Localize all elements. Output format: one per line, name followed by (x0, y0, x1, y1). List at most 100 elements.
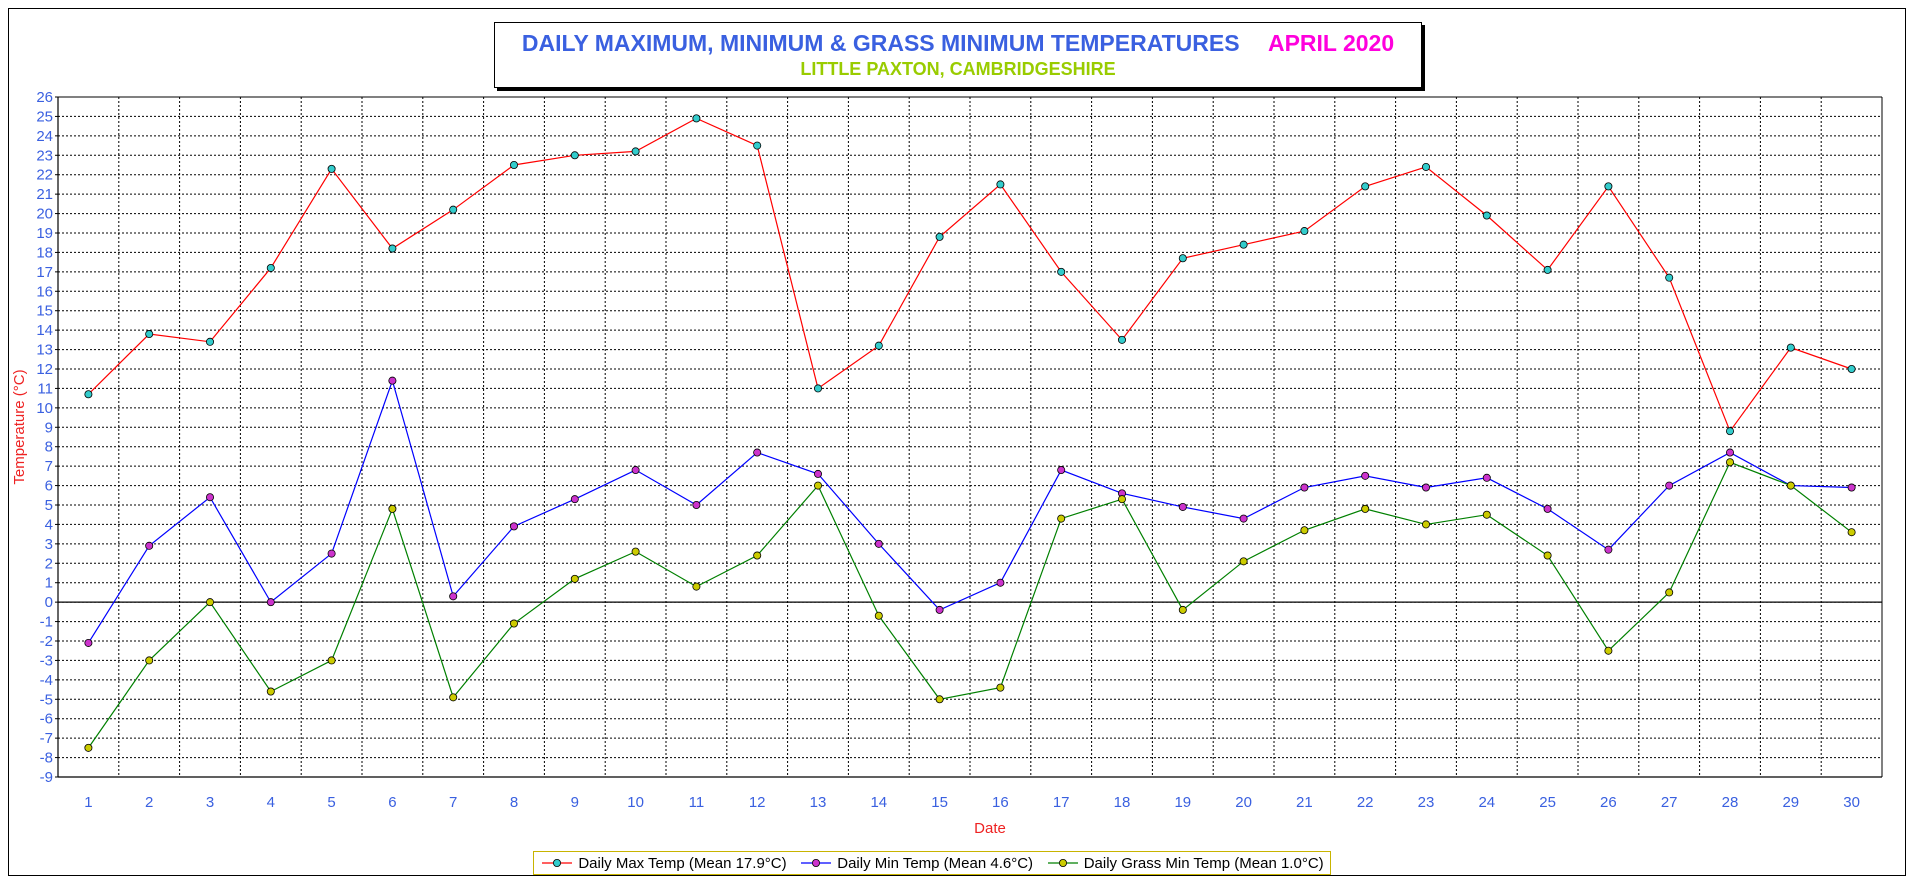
data-point (327, 656, 336, 665)
data-point (570, 151, 579, 160)
legend-item: Daily Max Temp (Mean 17.9°C) (540, 855, 787, 872)
y-tick-label: 8 (45, 439, 53, 456)
data-point (1422, 162, 1431, 171)
data-point (327, 164, 336, 173)
y-tick-label: 4 (45, 516, 53, 533)
x-tick-label: 30 (1843, 794, 1860, 811)
y-tick-label: 11 (37, 380, 53, 397)
data-point (509, 160, 518, 169)
data-point (1726, 448, 1735, 457)
x-tick-label: 11 (689, 794, 705, 811)
data-point (935, 695, 944, 704)
x-tick-label: 5 (327, 794, 335, 811)
data-point (1300, 227, 1309, 236)
x-tick-label: 21 (1296, 794, 1313, 811)
y-tick-label: 6 (45, 478, 53, 495)
data-point (205, 598, 214, 607)
data-point (1482, 473, 1491, 482)
data-point (874, 611, 883, 620)
data-point (1847, 483, 1856, 492)
x-tick-label: 8 (510, 794, 518, 811)
y-tick-label: 13 (36, 342, 53, 359)
x-tick-label: 18 (1114, 794, 1131, 811)
y-tick-label: -8 (40, 750, 53, 767)
y-tick-label: 0 (45, 594, 53, 611)
data-point (1786, 481, 1795, 490)
data-point (1665, 481, 1674, 490)
data-point (1057, 466, 1066, 475)
y-tick-label: 23 (36, 147, 53, 164)
data-point (1482, 510, 1491, 519)
data-point (1118, 335, 1127, 344)
legend-swatch (542, 859, 573, 867)
x-tick-label: 27 (1661, 794, 1678, 811)
data-point (1786, 343, 1795, 352)
data-point (1118, 495, 1127, 504)
series-line (87, 117, 1852, 433)
data-point (1726, 458, 1735, 467)
data-point (935, 605, 944, 614)
data-point (631, 466, 640, 475)
data-point (449, 693, 458, 702)
x-tick-label: 28 (1722, 794, 1739, 811)
x-tick-label: 13 (810, 794, 827, 811)
y-tick-label: 12 (36, 361, 53, 378)
x-tick-label: 22 (1357, 794, 1374, 811)
y-tick-label: 1 (45, 575, 53, 592)
data-point (753, 551, 762, 560)
title-line: DAILY MAXIMUM, MINIMUM & GRASS MINIMUM T… (495, 30, 1421, 57)
data-point (266, 687, 275, 696)
x-tick-label: 10 (627, 794, 644, 811)
data-point (1361, 504, 1370, 513)
y-tick-label: -6 (40, 711, 53, 728)
data-point (1239, 557, 1248, 566)
data-point (996, 180, 1005, 189)
data-point (753, 141, 762, 150)
data-point (509, 619, 518, 628)
y-tick-label: 17 (36, 264, 53, 281)
y-tick-label: 18 (36, 244, 53, 261)
y-axis-title: Temperature (°C) (11, 369, 28, 484)
data-point (1543, 265, 1552, 274)
data-point (1057, 267, 1066, 276)
legend-label: Daily Grass Min Temp (Mean 1.0°C) (1083, 854, 1324, 872)
data-point (1665, 273, 1674, 282)
y-tick-label: 19 (36, 225, 53, 242)
data-point (1361, 182, 1370, 191)
legend: Daily Max Temp (Mean 17.9°C) Daily Min Te… (533, 851, 1331, 875)
data-point (1726, 427, 1735, 436)
data-point (1057, 514, 1066, 523)
y-tick-label: 5 (45, 497, 53, 514)
data-point (570, 495, 579, 504)
legend-label: Daily Min Temp (Mean 4.6°C) (837, 854, 1034, 872)
y-tick-label: 16 (36, 283, 53, 300)
data-point (1178, 605, 1187, 614)
chart-subtitle: LITTLE PAXTON, CAMBRIDGESHIRE (800, 59, 1116, 79)
title-box: DAILY MAXIMUM, MINIMUM & GRASS MINIMUM T… (494, 22, 1422, 88)
y-tick-label: 9 (45, 419, 53, 436)
data-point (1543, 504, 1552, 513)
data-point (388, 504, 397, 513)
data-point (327, 549, 336, 558)
data-point (266, 598, 275, 607)
x-tick-label: 16 (992, 794, 1009, 811)
legend-item: Daily Grass Min Temp (Mean 1.0°C) (1046, 855, 1324, 872)
data-point (205, 337, 214, 346)
legend-swatch (1047, 859, 1078, 867)
data-point (692, 582, 701, 591)
y-tick-label: -3 (40, 652, 53, 669)
data-point (449, 205, 458, 214)
legend-item: Daily Min Temp (Mean 4.6°C) (799, 855, 1033, 872)
data-point (1239, 240, 1248, 249)
data-point (753, 448, 762, 457)
legend-swatch (801, 859, 832, 867)
y-tick-label: 24 (36, 128, 53, 145)
data-point (1300, 483, 1309, 492)
data-point (814, 384, 823, 393)
x-tick-label: 24 (1478, 794, 1495, 811)
series-1 (84, 114, 1856, 436)
x-tick-label: 25 (1539, 794, 1556, 811)
x-tick-label: 15 (931, 794, 948, 811)
data-point (388, 376, 397, 385)
data-point (631, 147, 640, 156)
